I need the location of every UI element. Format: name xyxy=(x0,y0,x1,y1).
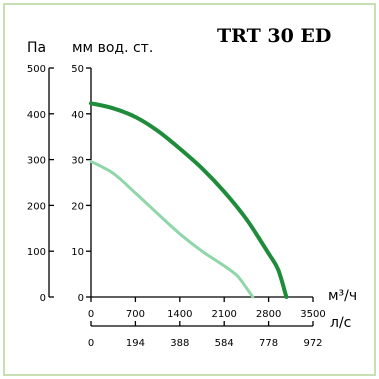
series-line-high xyxy=(89,101,289,299)
ls-tick-label: 584 xyxy=(215,338,234,349)
ls-tick-label: 0 xyxy=(88,338,94,349)
y-axis-label-pa: Па xyxy=(27,40,46,56)
ls-tick-label: 972 xyxy=(303,338,322,349)
ls-tick-label: 388 xyxy=(170,338,189,349)
m3h-tick-label: 2800 xyxy=(256,309,281,320)
y-axis-label-mm: мм вод. ст. xyxy=(72,40,153,56)
mm-tick-label: 0 xyxy=(78,293,84,304)
mm-tick-label: 50 xyxy=(71,64,84,75)
pa-tick-label: 200 xyxy=(27,201,46,212)
mm-tick-label: 30 xyxy=(71,156,84,167)
ls-tick-label: 778 xyxy=(259,338,278,349)
pa-tick-label: 100 xyxy=(27,247,46,258)
mm-tick-label: 10 xyxy=(71,247,84,258)
series-line-low xyxy=(89,159,255,299)
chart-border xyxy=(3,3,376,376)
x-axis-label-m3h: м³/ч xyxy=(328,288,357,304)
m3h-tick-label: 0 xyxy=(88,309,94,320)
m3h-tick-label: 2100 xyxy=(211,309,236,320)
chart-title: TRT 30 ED xyxy=(217,25,331,47)
m3h-tick-label: 1400 xyxy=(167,309,192,320)
mm-tick-label: 40 xyxy=(71,110,84,121)
m3h-tick-label: 3500 xyxy=(300,309,325,320)
pa-tick-label: 300 xyxy=(27,156,46,167)
m3h-tick-label: 700 xyxy=(126,309,145,320)
axes xyxy=(48,67,314,327)
x-axis-label-ls: л/с xyxy=(330,315,351,331)
mm-tick-label: 20 xyxy=(71,201,84,212)
plot-area xyxy=(89,101,289,299)
pa-tick-label: 500 xyxy=(27,64,46,75)
pa-tick-label: 0 xyxy=(40,293,46,304)
ls-tick-label: 194 xyxy=(126,338,145,349)
pa-tick-label: 400 xyxy=(27,110,46,121)
